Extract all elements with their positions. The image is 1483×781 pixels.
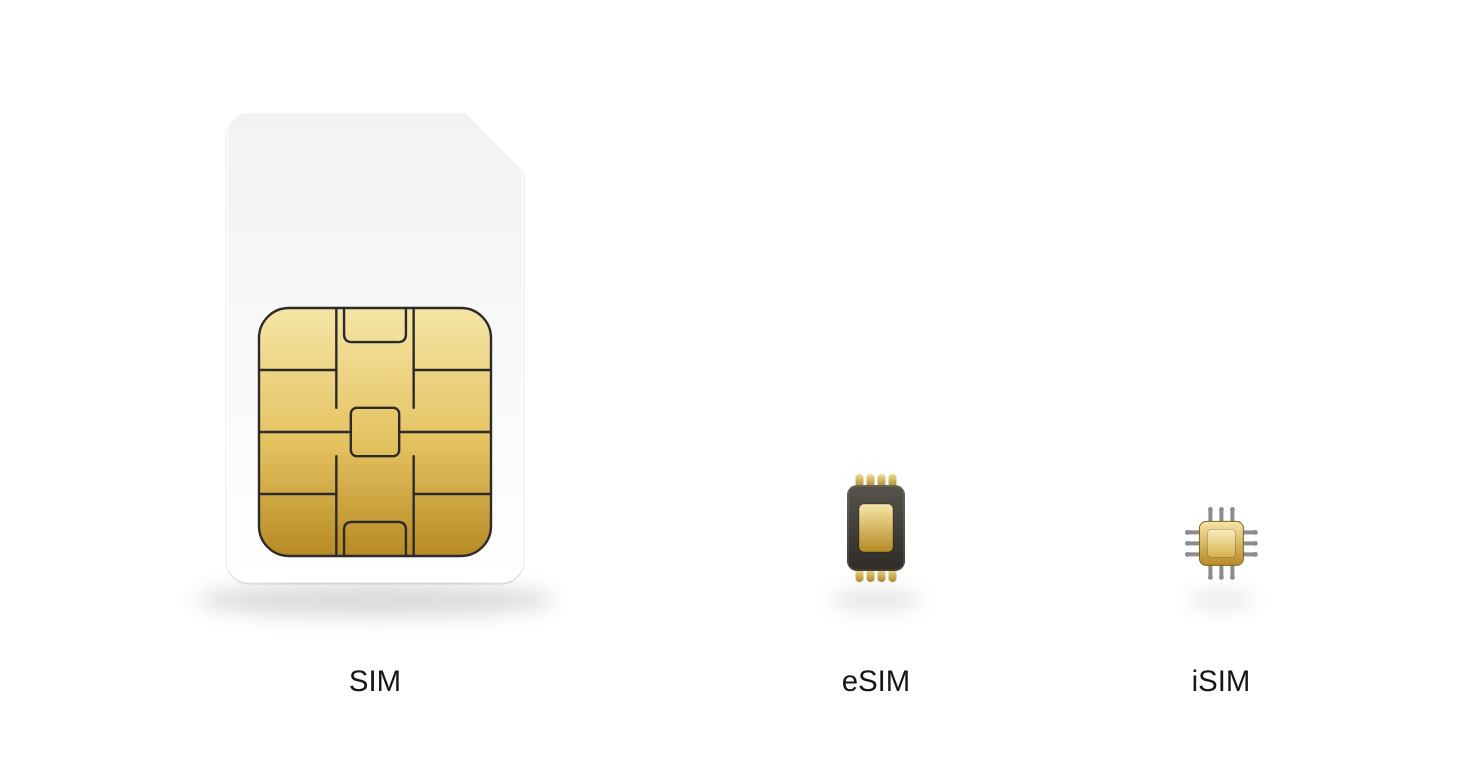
esim-illustration [845,474,907,582]
esim-label: eSIM [766,665,986,699]
sim-label: SIM [265,665,485,699]
esim-shadow [831,592,921,608]
sim-card-illustration [223,108,527,586]
isim-illustration [1183,505,1260,582]
isim-shadow [1188,594,1254,606]
isim-label: iSIM [1111,665,1331,699]
sim-shadow [195,583,555,617]
sim-comparison-diagram: SIM eSIM iSIM [0,0,1483,781]
